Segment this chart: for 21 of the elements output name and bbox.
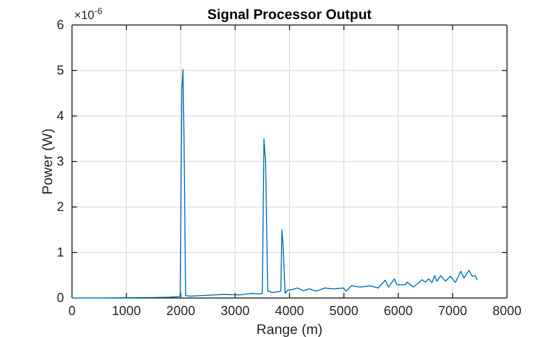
y-tick-label: 3 (56, 154, 64, 169)
x-tick-label: 5000 (329, 303, 358, 318)
x-tick-label: 1000 (112, 303, 141, 318)
x-tick-label: 8000 (492, 303, 522, 318)
text: ×10$^{-6}$ (74, 6, 102, 22)
x-tick-label: 4000 (275, 303, 304, 318)
x-tick-label: 3000 (220, 303, 250, 318)
y-tick-label: 4 (56, 108, 64, 124)
x-tick-label: 7000 (438, 303, 468, 318)
x-axis-title: Range (m) (256, 321, 323, 337)
x-tick-label: 0 (68, 303, 76, 318)
chart-title: Signal Processor Output (207, 6, 372, 22)
y-tick-label: 1 (56, 244, 64, 260)
x-tick-label: 6000 (384, 303, 413, 318)
y-tick-label: 6 (56, 17, 64, 32)
y-tick-label: 0 (56, 290, 64, 306)
y-tick-label: 2 (56, 199, 64, 214)
line-series (72, 69, 478, 298)
y-tick-label: 5 (56, 62, 64, 78)
y-axis-title: Power (W) (39, 128, 55, 195)
x-tick-label: 2000 (166, 303, 196, 318)
